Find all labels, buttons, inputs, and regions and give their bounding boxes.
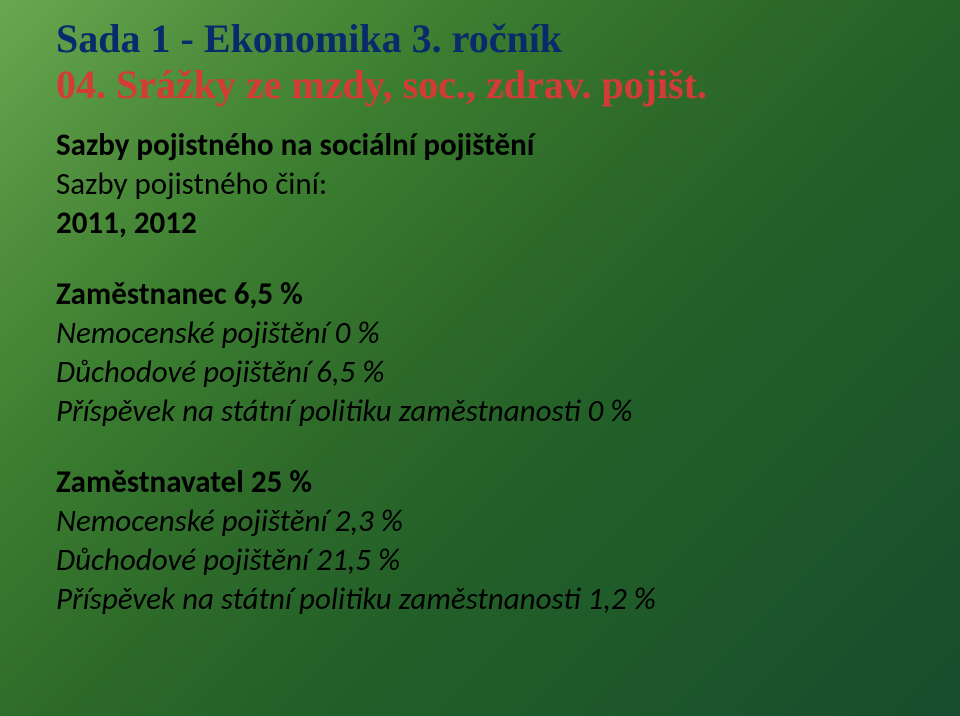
page-title-sub: 04. Srážky ze mzdy, soc., zdrav. pojišt. xyxy=(56,62,904,108)
body: Sazby pojistného na sociální pojištění S… xyxy=(56,126,904,620)
spacer xyxy=(56,431,904,463)
employer-item: Nemocenské pojištění 2,3 % xyxy=(56,502,904,541)
employee-item: Nemocenské pojištění 0 % xyxy=(56,314,904,353)
employer-item: Příspěvek na státní politiku zaměstnanos… xyxy=(56,580,904,619)
slide: Sada 1 - Ekonomika 3. ročník 04. Srážky … xyxy=(0,0,960,716)
employee-item: Příspěvek na státní politiku zaměstnanos… xyxy=(56,392,904,431)
years: 2011, 2012 xyxy=(56,204,904,243)
rates-intro: Sazby pojistného činí: xyxy=(56,165,904,204)
employee-heading: Zaměstnanec 6,5 % xyxy=(56,275,904,314)
employee-item: Důchodové pojištění 6,5 % xyxy=(56,353,904,392)
page-title-main: Sada 1 - Ekonomika 3. ročník xyxy=(56,16,904,62)
employer-heading: Zaměstnavatel 25 % xyxy=(56,463,904,502)
section-title: Sazby pojistného na sociální pojištění xyxy=(56,126,904,165)
spacer xyxy=(56,243,904,275)
employer-item: Důchodové pojištění 21,5 % xyxy=(56,541,904,580)
